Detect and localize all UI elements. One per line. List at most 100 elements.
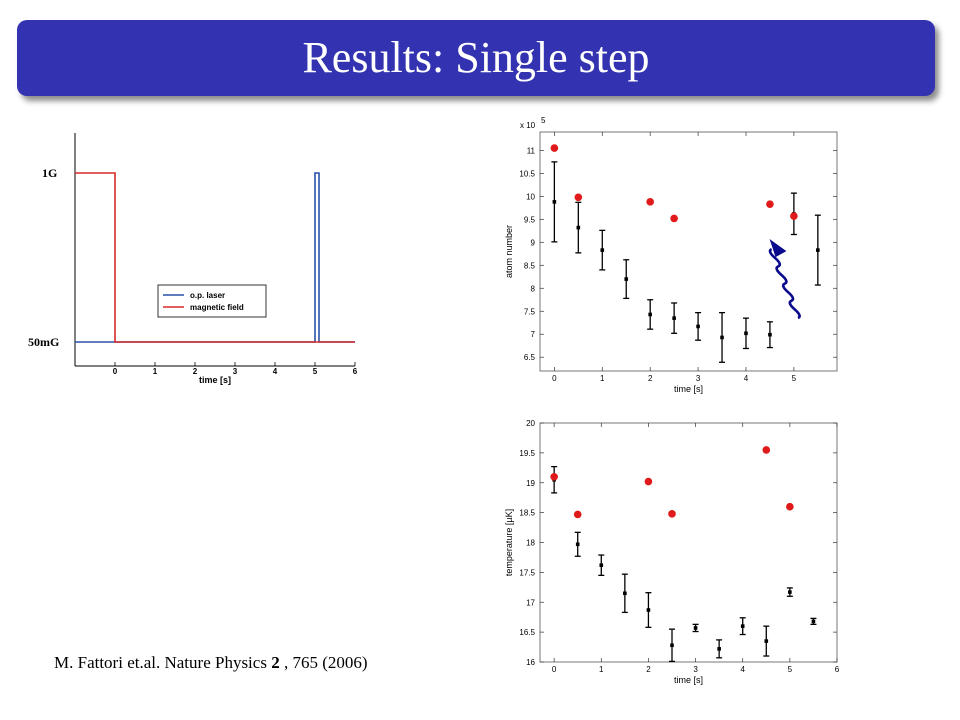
series-line-magnetic-field	[75, 172, 355, 343]
y-tick-label-18: 18	[526, 539, 535, 548]
data-point-black-8	[740, 624, 745, 628]
y-exponent: 5	[541, 116, 546, 125]
y-multiplier: x 10	[520, 121, 536, 130]
y-tick-label-9.5: 9.5	[524, 215, 536, 224]
x-tick-label-4: 4	[740, 665, 745, 674]
data-point-black-9	[764, 639, 769, 643]
x-tick-label-3: 3	[233, 367, 238, 376]
data-point-black-5	[672, 316, 676, 320]
data-point-red-3	[670, 214, 678, 223]
legend-box	[157, 284, 267, 318]
citation-rest: , 765 (2006)	[283, 653, 368, 672]
y-tick-label-18.5: 18.5	[519, 509, 535, 518]
data-point-black-5	[670, 643, 674, 648]
y-tick-label-10: 10	[526, 192, 535, 201]
data-point-black-8	[744, 331, 748, 336]
y-tick-label-17: 17	[526, 598, 535, 607]
x-axis-label: time [s]	[674, 384, 703, 394]
data-point-red-3	[668, 510, 676, 518]
x-tick-label-2: 2	[648, 374, 653, 383]
data-point-red-0	[550, 472, 558, 481]
y-tick-label-16: 16	[526, 658, 535, 667]
data-point-black-10	[792, 212, 796, 216]
data-point-black-11	[816, 248, 820, 252]
y-tick-label-17.5: 17.5	[519, 568, 535, 577]
y-tick-label-9: 9	[531, 238, 536, 247]
y-tick-label-19: 19	[526, 479, 535, 488]
x-tick-label-1: 1	[600, 374, 605, 383]
x-tick-label-5: 5	[792, 374, 797, 383]
title-bar: Results: Single step	[17, 20, 935, 96]
data-point-black-9	[768, 332, 772, 337]
y-tick-label-8: 8	[531, 284, 536, 293]
x-tick-label-3: 3	[693, 665, 698, 674]
x-tick-label-0: 0	[552, 374, 557, 383]
data-point-black-7	[717, 647, 721, 651]
data-point-black-1	[575, 542, 580, 547]
y-tick-label-16.5: 16.5	[519, 628, 535, 637]
plot-frame	[539, 131, 838, 372]
data-point-black-1	[576, 225, 581, 230]
y-tick-label-7.5: 7.5	[524, 307, 536, 316]
series-line-op-laser	[75, 172, 355, 343]
y-tick-label-7: 7	[531, 330, 536, 339]
data-point-red-1	[574, 193, 583, 202]
x-tick-label-1: 1	[153, 367, 158, 376]
y-tick-label-10.5: 10.5	[519, 169, 535, 178]
wavy-arrow-head	[769, 239, 787, 258]
x-tick-label-4: 4	[744, 374, 749, 383]
y-tick-label-6.5: 6.5	[524, 353, 536, 362]
x-tick-label-4: 4	[273, 367, 278, 376]
data-point-red-5	[790, 212, 798, 220]
citation-authors: M. Fattori et.al.	[54, 653, 161, 672]
data-point-black-2	[600, 248, 605, 252]
data-point-black-6	[693, 626, 698, 630]
y-tick-label-19.5: 19.5	[519, 449, 535, 458]
label-low-level: 50mG	[28, 335, 59, 349]
data-point-black-6	[696, 324, 700, 329]
plot-frame	[539, 422, 838, 663]
x-tick-label-3: 3	[696, 374, 701, 383]
x-axis-label: time [s]	[674, 675, 703, 685]
x-tick-label-6: 6	[353, 367, 358, 376]
citation-volume: 2	[271, 653, 280, 672]
wavy-arrow-shaft	[768, 248, 801, 320]
x-tick-label-2: 2	[193, 367, 198, 376]
data-point-red-1	[573, 510, 582, 519]
data-point-black-0	[552, 200, 557, 204]
x-tick-label-1: 1	[599, 665, 604, 674]
x-tick-label-6: 6	[835, 665, 840, 674]
data-point-black-7	[720, 335, 724, 340]
citation: M. Fattori et.al. Nature Physics 2 , 765…	[54, 653, 368, 673]
data-point-black-10	[788, 590, 792, 594]
y-axis-label: atom number	[504, 225, 514, 278]
slide-title: Results: Single step	[302, 33, 650, 82]
data-point-red-5	[786, 502, 794, 511]
data-point-black-3	[624, 277, 629, 281]
legend-entry-1: magnetic field	[190, 303, 244, 312]
data-point-black-11	[811, 619, 816, 624]
x-tick-label-5: 5	[788, 665, 793, 674]
data-point-red-4	[762, 446, 771, 454]
data-point-red-2	[644, 477, 653, 486]
data-point-black-0	[552, 477, 556, 482]
y-tick-label-11: 11	[527, 146, 536, 155]
data-point-black-2	[599, 563, 604, 568]
x-tick-label-0: 0	[552, 665, 557, 674]
data-point-red-4	[766, 200, 774, 208]
x-axis-label: time [s]	[199, 375, 231, 385]
data-point-black-4	[646, 608, 651, 612]
y-tick-label-8.5: 8.5	[524, 261, 536, 270]
data-point-black-4	[648, 312, 652, 317]
x-tick-label-2: 2	[646, 665, 651, 674]
legend-entry-0: o.p. laser	[190, 291, 225, 300]
data-point-black-3	[623, 591, 627, 596]
y-axis-label: temperature [µK]	[504, 509, 514, 576]
y-tick-label-20: 20	[526, 419, 535, 428]
x-tick-label-0: 0	[113, 367, 118, 376]
citation-journal: Nature Physics	[164, 653, 267, 672]
x-tick-label-5: 5	[313, 367, 318, 376]
